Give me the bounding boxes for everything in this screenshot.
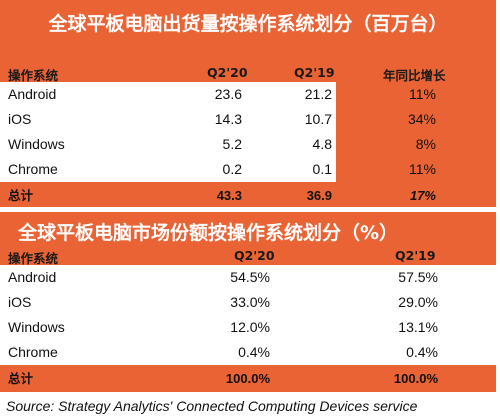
total-q2-20-value: 43.3: [216, 188, 242, 203]
row-q2-20-value: 0.4%: [238, 344, 270, 360]
row-q2-19-value: 29.0%: [398, 294, 438, 310]
row-q2-20-value: 33.0%: [230, 294, 270, 310]
row-yoy-value: 8%: [415, 136, 436, 152]
shipments-header-yoy: 年同比增长: [383, 68, 446, 83]
row-os-name: Windows: [8, 319, 65, 335]
total-row: 总计 43.3 36.9 17%: [0, 183, 496, 208]
row-q2-19-value: 21.2: [304, 86, 332, 102]
total-yoy-value: 17%: [409, 188, 436, 203]
table-row: Chrome 0.4% 0.4%: [0, 340, 496, 365]
market-share-header-os: 操作系统: [8, 251, 59, 266]
row-q2-19-value: 10.7: [304, 111, 332, 127]
row-yoy-value: 34%: [407, 111, 436, 127]
total-label: 总计: [8, 188, 34, 203]
row-q2-20-value: 0.2: [222, 161, 242, 177]
row-os-name: Android: [8, 86, 57, 102]
row-q2-19-value: 13.1%: [398, 319, 438, 335]
row-q2-20-value: 14.3: [214, 111, 242, 127]
shipments-table-panel: 全球平板电脑出货量按操作系统划分（百万台） 操作系统 Q2'20 Q2'19 年…: [0, 0, 496, 207]
row-q2-19-value: 0.4%: [406, 344, 438, 360]
row-q2-20-value: 12.0%: [230, 319, 270, 335]
row-os-name: Windows: [8, 136, 65, 152]
row-yoy-value: 11%: [409, 86, 436, 102]
total-label: 总计: [8, 371, 34, 386]
market-share-title: 全球平板电脑市场份额按操作系统划分（%）: [18, 222, 399, 244]
table-row: Windows 12.0% 13.1%: [0, 315, 496, 340]
total-q2-19-value: 100.0%: [393, 371, 438, 386]
row-q2-20-value: 54.5%: [230, 269, 270, 285]
row-q2-20-value: 23.6: [214, 86, 242, 102]
shipments-header-q2-20: Q2'20: [207, 65, 248, 80]
table-row: iOS 33.0% 29.0%: [0, 290, 496, 315]
row-q2-19-value: 0.1: [312, 161, 332, 177]
row-os-name: Chrome: [8, 344, 58, 360]
table-row: Windows 5.2 4.8 8%: [0, 132, 496, 157]
row-os-name: Android: [8, 269, 57, 285]
total-q2-19-value: 36.9: [306, 188, 332, 203]
table-row: iOS 14.3 10.7 34%: [0, 107, 496, 132]
row-os-name: Chrome: [8, 161, 58, 177]
market-share-header-q2-19: Q2'19: [395, 248, 436, 263]
row-os-name: iOS: [8, 294, 32, 310]
shipments-header-os: 操作系统: [8, 68, 59, 83]
total-q2-20-value: 100.0%: [225, 371, 270, 386]
market-share-header-q2-20: Q2'20: [234, 248, 275, 263]
table-row: Android 23.6 21.2 11%: [0, 82, 496, 107]
row-yoy-value: 11%: [409, 161, 436, 177]
total-row: 总计 100.0% 100.0%: [0, 366, 496, 391]
row-q2-19-value: 57.5%: [398, 269, 438, 285]
row-q2-19-value: 4.8: [312, 136, 332, 152]
shipments-title: 全球平板电脑出货量按操作系统划分（百万台）: [48, 13, 448, 35]
source-note: Source: Strategy Analytics' Connected Co…: [6, 398, 418, 414]
table-row: Chrome 0.2 0.1 11%: [0, 157, 496, 182]
shipments-header-q2-19: Q2'19: [294, 65, 335, 80]
row-os-name: iOS: [8, 111, 32, 127]
table-row: Android 54.5% 57.5%: [0, 265, 496, 290]
row-q2-20-value: 5.2: [222, 136, 242, 152]
market-share-table-panel: 全球平板电脑市场份额按操作系统划分（%） 操作系统 Q2'20 Q2'19 An…: [0, 212, 496, 392]
